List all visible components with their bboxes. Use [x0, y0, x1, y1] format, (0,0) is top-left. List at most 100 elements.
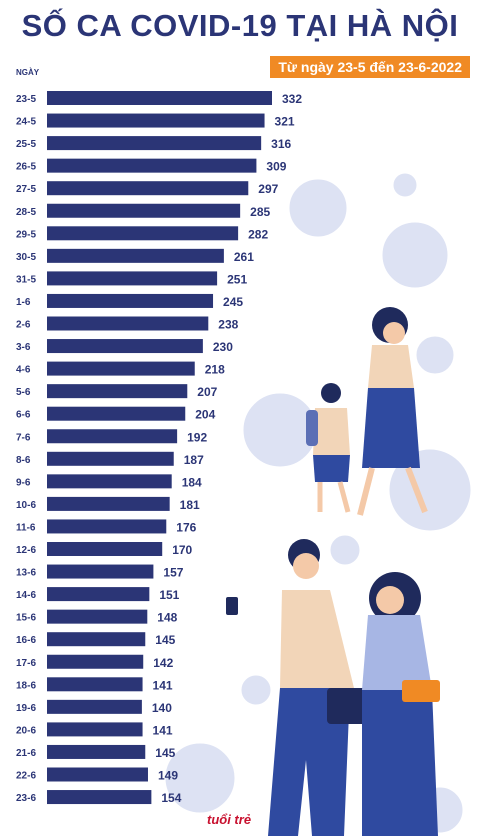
tick-label-13-6: 13-6	[16, 568, 36, 579]
data-label-28-5: 285	[250, 205, 270, 219]
tick-label-4-6: 4-6	[16, 365, 31, 376]
bar-8-6	[47, 451, 174, 466]
bar-29-5	[47, 226, 239, 241]
data-label-14-6: 151	[159, 588, 179, 602]
bar-19-6	[47, 699, 142, 714]
data-label-31-5: 251	[227, 272, 247, 286]
bar-7-6	[47, 429, 178, 444]
data-label-12-6: 170	[172, 543, 192, 557]
tick-label-7-6: 7-6	[16, 432, 31, 443]
tick-label-25-5: 25-5	[16, 139, 36, 150]
tick-label-19-6: 19-6	[16, 703, 36, 714]
tick-label-16-6: 16-6	[16, 635, 36, 646]
data-label-1-6: 245	[223, 295, 243, 309]
tick-label-18-6: 18-6	[16, 680, 36, 691]
data-label-27-5: 297	[258, 182, 278, 196]
tick-label-28-5: 28-5	[16, 207, 36, 218]
y-axis-label: NGÀY	[16, 68, 40, 77]
virus-icon	[165, 173, 471, 833]
tick-label-29-5: 29-5	[16, 229, 36, 240]
bar-26-5	[47, 158, 257, 173]
bar-27-5	[47, 181, 249, 196]
tick-label-26-5: 26-5	[16, 162, 36, 173]
bar-4-6	[47, 361, 195, 376]
bar-28-5	[47, 203, 241, 218]
data-label-2-6: 238	[218, 318, 238, 332]
tick-label-31-5: 31-5	[16, 274, 36, 285]
chart-title: SỐ CA COVID-19 TẠI HÀ NỘI	[21, 8, 459, 43]
couple-illustration	[226, 539, 440, 836]
bar-18-6	[47, 677, 143, 692]
data-label-15-6: 148	[157, 611, 177, 625]
bar-6-6	[47, 406, 186, 421]
data-label-18-6: 141	[153, 678, 173, 692]
bar-16-6	[47, 632, 146, 647]
tick-label-27-5: 27-5	[16, 184, 36, 195]
publisher-logo: tuổi trẻ	[207, 812, 252, 827]
bar-12-6	[47, 542, 163, 556]
bar-20-6	[47, 722, 143, 737]
data-label-24-5: 321	[275, 115, 295, 129]
bar-11-6	[47, 519, 167, 534]
tick-label-20-6: 20-6	[16, 725, 36, 736]
data-label-11-6: 176	[176, 520, 196, 534]
data-label-16-6: 145	[155, 633, 175, 647]
bar-5-6	[47, 384, 188, 399]
tick-label-21-6: 21-6	[16, 748, 36, 759]
tick-label-10-6: 10-6	[16, 500, 36, 511]
tick-label-17-6: 17-6	[16, 658, 36, 669]
tick-label-9-6: 9-6	[16, 477, 31, 488]
data-label-5-6: 207	[197, 385, 217, 399]
bar-30-5	[47, 248, 224, 263]
tick-label-22-6: 22-6	[16, 771, 36, 782]
data-label-13-6: 157	[163, 566, 183, 580]
tick-label-12-6: 12-6	[16, 545, 36, 556]
data-label-9-6: 184	[182, 475, 202, 489]
bar-21-6	[47, 744, 146, 759]
data-label-30-5: 261	[234, 250, 254, 264]
tick-label-8-6: 8-6	[16, 455, 31, 466]
bar-3-6	[47, 339, 203, 354]
bar-9-6	[47, 474, 172, 489]
data-label-26-5: 309	[266, 160, 286, 174]
data-label-20-6: 141	[153, 723, 173, 737]
data-label-19-6: 140	[152, 701, 172, 715]
bar-10-6	[47, 496, 170, 511]
bar-25-5	[47, 136, 262, 151]
bar-1-6	[47, 293, 214, 308]
bar-23-5	[47, 91, 272, 105]
tick-label-15-6: 15-6	[16, 613, 36, 624]
data-label-29-5: 282	[248, 227, 268, 241]
data-label-6-6: 204	[195, 408, 215, 422]
tick-label-23-5: 23-5	[16, 94, 36, 105]
data-label-8-6: 187	[184, 453, 204, 467]
tick-label-24-5: 24-5	[16, 117, 36, 128]
bar-31-5	[47, 271, 218, 286]
tick-label-1-6: 1-6	[16, 297, 31, 308]
tick-label-2-6: 2-6	[16, 320, 31, 331]
data-label-25-5: 316	[271, 137, 291, 151]
bar-15-6	[47, 609, 148, 624]
bar-14-6	[47, 587, 150, 602]
data-label-21-6: 145	[155, 746, 175, 760]
data-label-4-6: 218	[205, 363, 225, 377]
tick-label-30-5: 30-5	[16, 252, 36, 263]
data-label-7-6: 192	[187, 430, 207, 444]
tick-label-23-6: 23-6	[16, 793, 36, 804]
data-label-23-5: 332	[282, 92, 302, 106]
bar-23-6	[47, 790, 152, 805]
data-label-23-6: 154	[161, 791, 181, 805]
tick-label-5-6: 5-6	[16, 387, 31, 398]
chart-subtitle: Từ ngày 23-5 đến 23-6-2022	[270, 56, 470, 78]
bar-13-6	[47, 564, 154, 579]
data-label-3-6: 230	[213, 340, 233, 354]
tick-label-6-6: 6-6	[16, 410, 31, 421]
data-label-10-6: 181	[180, 498, 200, 512]
tick-label-3-6: 3-6	[16, 342, 31, 353]
bar-2-6	[47, 316, 209, 331]
tick-label-11-6: 11-6	[16, 522, 36, 533]
bar-22-6	[47, 767, 148, 782]
woman-child-illustration	[306, 307, 428, 516]
data-label-17-6: 142	[153, 656, 173, 670]
